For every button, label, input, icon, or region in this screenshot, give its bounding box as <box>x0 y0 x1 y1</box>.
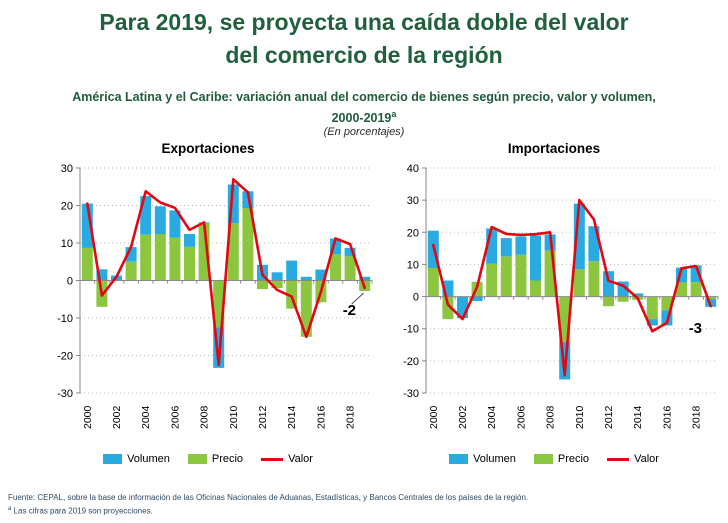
subtitle-footnote-marker: a <box>391 109 397 119</box>
legend-label-precio: Precio <box>211 453 244 465</box>
svg-text:2008: 2008 <box>199 405 211 429</box>
svg-text:2006: 2006 <box>169 405 181 429</box>
footnote-text: Las cifras para 2019 son proyecciones. <box>13 506 153 516</box>
svg-text:10: 10 <box>61 238 73 250</box>
svg-text:2016: 2016 <box>661 405 673 429</box>
svg-text:2002: 2002 <box>111 405 123 429</box>
svg-text:2016: 2016 <box>315 405 327 429</box>
precio-swatch-icon <box>187 454 207 464</box>
subtitle-line1: América Latina y el Caribe: variación an… <box>72 90 656 104</box>
footnote-marker: a <box>8 505 12 512</box>
svg-text:2014: 2014 <box>632 405 644 429</box>
svg-text:2010: 2010 <box>574 405 586 429</box>
svg-text:-30: -30 <box>57 388 73 400</box>
chart-subtitle: América Latina y el Caribe: variación an… <box>0 89 728 127</box>
importaciones-legend: Volumen Precio Valor <box>382 453 726 465</box>
exportaciones-chart-title: Exportaciones <box>161 141 255 156</box>
volumen-swatch-icon <box>103 454 123 464</box>
legend-label-valor: Valor <box>634 453 659 465</box>
source-line: Fuente: CEPAL, sobre la base de informac… <box>8 493 529 502</box>
legend-item-precio: Precio <box>533 453 590 465</box>
source-footer: Fuente: CEPAL, sobre la base de informac… <box>8 492 528 517</box>
footnote-line: a Las cifras para 2019 son proyecciones. <box>8 504 528 517</box>
svg-text:2004: 2004 <box>140 405 152 429</box>
svg-text:-2: -2 <box>343 302 356 319</box>
svg-text:-20: -20 <box>403 356 419 368</box>
svg-text:20: 20 <box>61 201 73 213</box>
svg-text:2008: 2008 <box>545 405 557 429</box>
legend-item-volumen: Volumen <box>449 453 516 465</box>
svg-text:2012: 2012 <box>257 405 269 429</box>
units-note: (En porcentajes) <box>323 126 405 138</box>
legend-item-volumen: Volumen <box>103 453 170 465</box>
legend-item-valor: Valor <box>607 453 659 465</box>
svg-text:0: 0 <box>413 292 419 304</box>
legend-label-precio: Precio <box>557 453 590 465</box>
precio-swatch-icon <box>533 454 553 464</box>
importaciones-chart-canvas: -30 -20 -10 0 10 20 30 40 2000 2002 2004 2006 2008 20… <box>403 163 719 429</box>
svg-text:20: 20 <box>407 227 419 239</box>
valor-line-swatch-icon <box>261 457 284 461</box>
exportaciones-chart: Exportaciones -30 -20 -10 0 10 20 30 2000 2002 20… <box>36 139 380 465</box>
svg-text:40: 40 <box>407 163 419 175</box>
page-title: Para 2019, se proyecta una caída doble d… <box>99 9 629 68</box>
exportaciones-legend: Volumen Precio Valor <box>36 453 380 465</box>
svg-text:2006: 2006 <box>515 405 527 429</box>
svg-text:2014: 2014 <box>286 405 298 429</box>
legend-item-valor: Valor <box>261 453 313 465</box>
svg-text:-10: -10 <box>57 313 73 325</box>
svg-text:30: 30 <box>61 163 73 175</box>
svg-text:2018: 2018 <box>691 405 703 429</box>
exportaciones-chart-canvas: -30 -20 -10 0 10 20 30 2000 2002 2004 2006 2008 2010… <box>57 163 373 429</box>
legend-label-volumen: Volumen <box>127 453 170 465</box>
svg-text:-10: -10 <box>403 324 419 336</box>
svg-text:2004: 2004 <box>486 405 498 429</box>
svg-text:-30: -30 <box>403 388 419 400</box>
subtitle-line2: 2000-2019 <box>331 111 392 126</box>
legend-label-valor: Valor <box>288 453 313 465</box>
svg-text:-3: -3 <box>689 320 702 337</box>
valor-line-swatch-icon <box>607 457 630 461</box>
svg-text:2010: 2010 <box>228 405 240 429</box>
svg-text:30: 30 <box>407 195 419 207</box>
svg-text:-20: -20 <box>57 351 73 363</box>
importaciones-chart: Importaciones -30 -20 -10 0 10 20 30 40 2000 2002… <box>382 139 726 465</box>
svg-text:10: 10 <box>407 259 419 271</box>
volumen-swatch-icon <box>449 454 469 464</box>
legend-label-volumen: Volumen <box>473 453 516 465</box>
svg-text:2000: 2000 <box>82 405 94 429</box>
legend-item-precio: Precio <box>187 453 244 465</box>
svg-text:2012: 2012 <box>603 405 615 429</box>
svg-text:2000: 2000 <box>428 405 440 429</box>
svg-text:2018: 2018 <box>345 405 357 429</box>
svg-text:2002: 2002 <box>457 405 469 429</box>
importaciones-chart-title: Importaciones <box>507 141 601 156</box>
svg-text:0: 0 <box>67 276 73 288</box>
